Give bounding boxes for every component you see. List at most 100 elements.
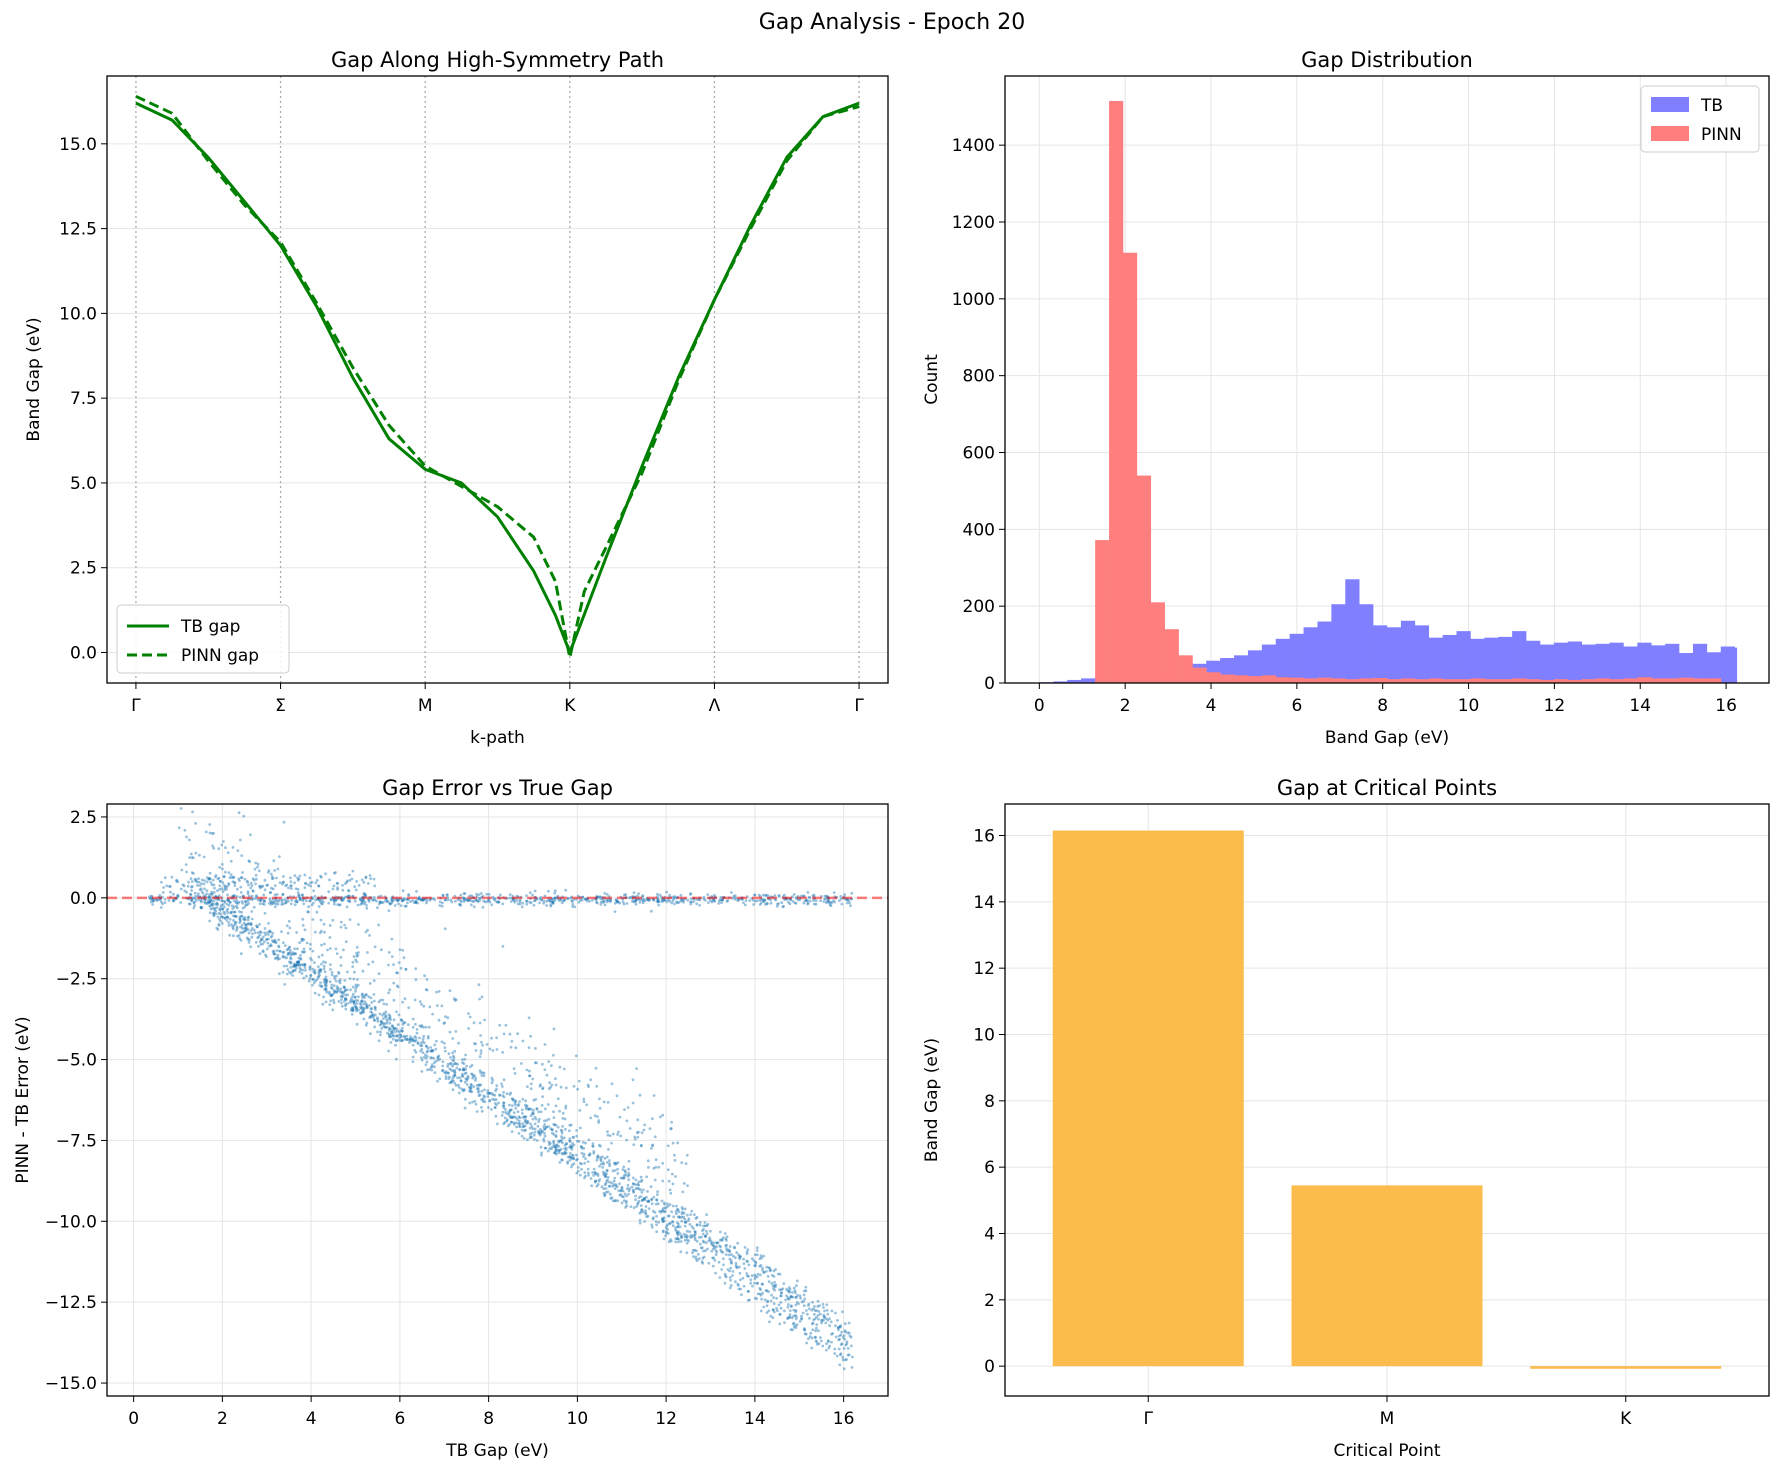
scatter-point xyxy=(388,1021,392,1025)
scatter-point xyxy=(390,955,394,958)
scatter-point xyxy=(552,1116,556,1119)
scatter-point xyxy=(831,1332,835,1335)
scatter-point xyxy=(611,1199,615,1203)
scatter-point xyxy=(655,900,659,903)
scatter-point xyxy=(243,899,247,903)
scatter-point xyxy=(335,974,338,978)
scatter-point xyxy=(689,1233,693,1237)
scatter-point xyxy=(554,1149,558,1153)
scatter-point xyxy=(233,921,237,924)
scatter-point xyxy=(564,1127,567,1131)
scatter-point xyxy=(766,1299,769,1303)
scatter-point xyxy=(247,922,250,926)
scatter-point xyxy=(295,900,299,904)
scatter-point xyxy=(583,1176,586,1180)
scatter-point xyxy=(539,1083,542,1087)
scatter-point xyxy=(360,992,364,996)
scatter-point xyxy=(223,886,227,890)
scatter-point xyxy=(270,875,274,878)
scatter-point xyxy=(401,889,405,893)
scatter-point xyxy=(836,1319,839,1322)
scatter-point xyxy=(675,1230,679,1234)
scatter-point xyxy=(599,1159,603,1163)
scatter-point xyxy=(470,1090,474,1094)
scatter-point xyxy=(615,1185,619,1188)
tb-hist-bar xyxy=(1428,637,1443,683)
scatter-point xyxy=(334,979,338,983)
scatter-point xyxy=(363,901,367,904)
scatter-point xyxy=(606,899,610,902)
scatter-point xyxy=(256,865,259,869)
scatter-point xyxy=(317,975,321,978)
scatter-point xyxy=(223,916,227,920)
scatter-point xyxy=(643,1220,646,1223)
scatter-point xyxy=(249,923,253,926)
scatter-point xyxy=(472,1021,476,1025)
scatter-point xyxy=(223,875,226,879)
scatter-point xyxy=(210,893,214,896)
scatter-point xyxy=(527,1107,531,1111)
scatter-point xyxy=(598,1164,601,1168)
scatter-point xyxy=(564,1148,568,1152)
scatter-point xyxy=(317,971,321,975)
scatter-point xyxy=(387,1029,391,1032)
scatter-point xyxy=(270,900,274,904)
tb-hist-bar xyxy=(1053,681,1068,683)
scatter-point xyxy=(762,1305,765,1309)
scatter-point xyxy=(242,930,246,934)
scatter-point xyxy=(370,1011,374,1015)
scatter-point xyxy=(517,1124,521,1128)
scatter-point xyxy=(392,1034,395,1037)
tb-hist-bar xyxy=(1539,644,1555,683)
scatter-point xyxy=(356,978,359,981)
scatter-point xyxy=(341,995,345,998)
scatter-point xyxy=(463,1106,467,1110)
scatter-point xyxy=(765,902,769,906)
scatter-point xyxy=(344,882,347,885)
scatter-point xyxy=(823,1309,826,1313)
scatter-point xyxy=(622,1199,626,1202)
scatter-point xyxy=(269,935,273,939)
scatter-point xyxy=(727,1253,731,1257)
scatter-point xyxy=(561,1111,565,1115)
scatter-point xyxy=(362,1017,366,1021)
scatter-point xyxy=(334,871,337,874)
scatter-point xyxy=(288,945,291,949)
scatter-point xyxy=(678,1215,681,1219)
scatter-point xyxy=(352,977,356,981)
scatter-point xyxy=(791,1328,794,1332)
tb-hist-bar xyxy=(1442,634,1457,683)
scatter-point xyxy=(218,907,222,911)
scatter-point xyxy=(323,970,327,974)
scatter-point xyxy=(660,1218,664,1222)
scatter-point xyxy=(704,1234,707,1238)
scatter-point xyxy=(521,1116,525,1119)
scatter-point xyxy=(589,1116,593,1120)
scatter-point xyxy=(641,894,645,897)
scatter-point xyxy=(604,1175,607,1179)
scatter-point xyxy=(290,887,293,890)
scatter-point xyxy=(374,1008,377,1011)
scatter-point xyxy=(551,901,555,905)
scatter-point xyxy=(786,1317,789,1320)
scatter-point xyxy=(655,1198,658,1202)
scatter-point xyxy=(268,929,271,933)
scatter-point xyxy=(767,1266,771,1269)
scatter-point xyxy=(212,912,215,915)
scatter-point xyxy=(246,890,250,894)
scatter-point xyxy=(392,963,395,966)
scatter-point xyxy=(524,1115,528,1119)
scatter-point xyxy=(843,1329,847,1333)
scatter-point xyxy=(472,900,476,903)
scatter-point xyxy=(216,928,220,931)
scatter-point xyxy=(596,1155,600,1158)
scatter-point xyxy=(222,910,226,914)
scatter-point xyxy=(295,960,299,964)
scatter-point xyxy=(523,1115,526,1119)
scatter-point xyxy=(711,898,715,902)
hist-ytick-label: 600 xyxy=(963,443,995,463)
scatter-point xyxy=(167,899,171,902)
scatter-point xyxy=(623,1192,627,1196)
scatter-point xyxy=(209,881,213,884)
scatter-point xyxy=(780,1288,783,1292)
